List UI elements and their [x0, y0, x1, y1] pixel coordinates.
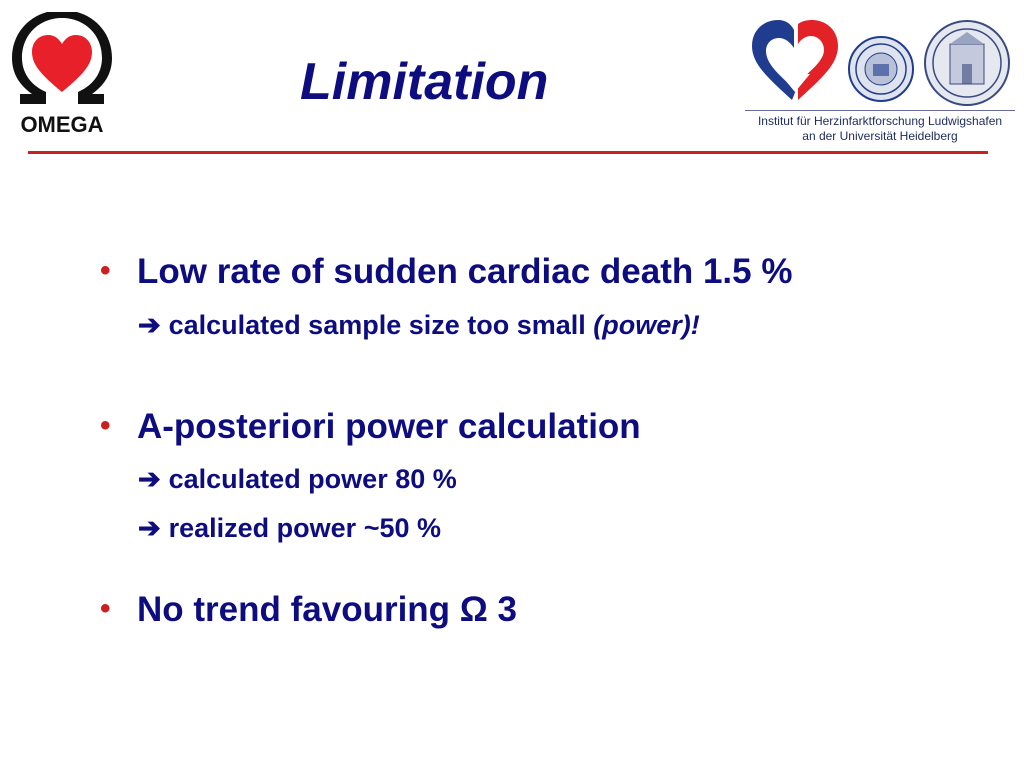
bullet-text: Low rate of sudden cardiac death 1.5 %	[137, 252, 793, 291]
arrow-right-icon: ➔	[138, 513, 161, 543]
bullet-text: No trend favouring Ω 3	[137, 590, 518, 629]
bullet-marker: •	[100, 409, 111, 442]
institute-divider	[745, 110, 1015, 111]
header-divider	[28, 151, 988, 154]
sub-bullet-emphasis: (power)!	[593, 310, 700, 340]
omega-logo: OMEGA	[10, 12, 114, 137]
bullet-marker: •	[100, 592, 111, 625]
sub-bullet-text: calculated power 80 %	[168, 464, 457, 494]
slide-title: Limitation	[300, 53, 549, 111]
institute-name: Institut für Herzinfarktforschung Ludwig…	[745, 114, 1015, 144]
omega-heart-icon	[12, 12, 112, 104]
university-seal-large-icon	[924, 20, 1010, 106]
sub-bullet-text: calculated sample size too small	[168, 310, 594, 340]
arrow-right-icon: ➔	[138, 464, 161, 494]
university-seal-small-icon	[848, 36, 914, 102]
bullet-text: A-posteriori power calculation	[137, 407, 641, 446]
arrow-right-icon: ➔	[138, 310, 161, 340]
sub-bullet-text: realized power ~50 %	[168, 513, 441, 543]
sub-bullet-item: ➔ calculated sample size too small (power…	[138, 310, 700, 340]
sub-bullet-item: ➔ calculated power 80 %	[138, 464, 457, 494]
institute-heart-logo-icon	[752, 20, 838, 100]
omega-logo-label: OMEGA	[20, 112, 104, 137]
institute-name-line-1: Institut für Herzinfarktforschung Ludwig…	[757, 114, 1003, 128]
sub-bullet-item: ➔ realized power ~50 %	[138, 513, 441, 543]
bullet-marker: •	[100, 254, 111, 287]
institute-name-line-2: an der Universität Heidelberg	[802, 129, 958, 143]
